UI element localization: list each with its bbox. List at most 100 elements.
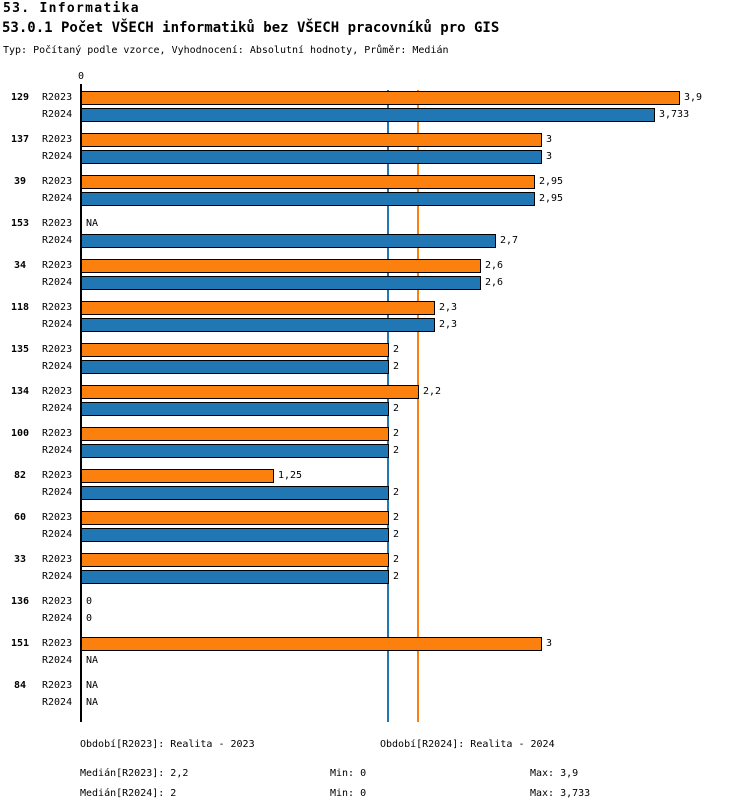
value-label: 3: [546, 134, 553, 145]
value-label: 0: [86, 613, 93, 624]
series-label-r2023: R2023: [42, 512, 73, 523]
bar-r2024: [81, 318, 435, 332]
value-label: 2,95: [539, 193, 564, 204]
series-label-r2023: R2023: [42, 218, 73, 229]
footer-period-r2024: Období[R2024]: Realita - 2024: [380, 739, 555, 750]
series-label-r2024: R2024: [42, 697, 73, 708]
value-label: 2: [393, 361, 400, 372]
chart-subtitle: 53.0.1 Počet VŠECH informatiků bez VŠECH…: [2, 20, 500, 36]
bar-r2023: [81, 469, 274, 483]
series-label-r2023: R2023: [42, 554, 73, 565]
value-label: 2,2: [423, 386, 442, 397]
bar-r2024: [81, 528, 389, 542]
bar-r2023: [81, 637, 542, 651]
value-label: 1,25: [278, 470, 303, 481]
bar-r2024: [81, 486, 389, 500]
footer-max-r2024: Max: 3,733: [530, 788, 591, 799]
series-label-r2024: R2024: [42, 403, 73, 414]
bar-r2024: [81, 108, 655, 122]
series-label-r2023: R2023: [42, 470, 73, 481]
series-label-r2024: R2024: [42, 613, 73, 624]
bar-r2024: [81, 234, 496, 248]
series-label-r2023: R2023: [42, 428, 73, 439]
bar-r2023: [81, 427, 389, 441]
bar-r2024: [81, 360, 389, 374]
value-label: 2: [393, 445, 400, 456]
value-label: NA: [86, 680, 99, 691]
value-label: 2: [393, 571, 400, 582]
series-label-r2024: R2024: [42, 151, 73, 162]
bar-r2024: [81, 150, 542, 164]
series-label-r2024: R2024: [42, 235, 73, 246]
value-label: 2,3: [439, 319, 458, 330]
series-label-r2024: R2024: [42, 193, 73, 204]
category-label: 153: [10, 218, 30, 229]
value-label: 2: [393, 428, 400, 439]
value-label: 2: [393, 554, 400, 565]
value-label: NA: [86, 697, 99, 708]
series-label-r2023: R2023: [42, 680, 73, 691]
bar-r2024: [81, 192, 535, 206]
bar-r2023: [81, 175, 535, 189]
category-label: 82: [13, 470, 27, 481]
footer-period-r2023: Období[R2023]: Realita - 2023: [80, 739, 255, 750]
value-label: 0: [86, 596, 93, 607]
series-label-r2023: R2023: [42, 344, 73, 355]
series-label-r2023: R2023: [42, 92, 73, 103]
category-label: 134: [10, 386, 30, 397]
category-label: 129: [10, 92, 30, 103]
value-label: 2,6: [485, 260, 504, 271]
value-label: 2: [393, 512, 400, 523]
footer-median-r2024: Medián[R2024]: 2: [80, 788, 177, 799]
category-label: 84: [13, 680, 27, 691]
category-label: 137: [10, 134, 30, 145]
category-label: 136: [10, 596, 30, 607]
footer-max-r2023: Max: 3,9: [530, 768, 579, 779]
x-axis-zero-tick-mark: [80, 84, 82, 90]
value-label: 2,6: [485, 277, 504, 288]
bar-r2023: [81, 133, 542, 147]
bar-r2024: [81, 402, 389, 416]
series-label-r2023: R2023: [42, 134, 73, 145]
category-label: 100: [10, 428, 30, 439]
value-label: NA: [86, 655, 99, 666]
x-axis-zero-tick-label: 0: [77, 71, 85, 82]
bar-r2023: [81, 553, 389, 567]
category-label: 151: [10, 638, 30, 649]
category-label: 118: [10, 302, 30, 313]
series-label-r2023: R2023: [42, 596, 73, 607]
value-label: 3: [546, 638, 553, 649]
series-label-r2024: R2024: [42, 277, 73, 288]
category-label: 135: [10, 344, 30, 355]
chart-meta-line: Typ: Počítaný podle vzorce, Vyhodnocení:…: [3, 45, 449, 56]
series-label-r2024: R2024: [42, 361, 73, 372]
bar-r2023: [81, 91, 680, 105]
series-label-r2024: R2024: [42, 109, 73, 120]
bar-r2023: [81, 259, 481, 273]
value-label: 2: [393, 403, 400, 414]
series-label-r2024: R2024: [42, 319, 73, 330]
value-label: 3,733: [659, 109, 690, 120]
bar-r2024: [81, 276, 481, 290]
category-label: 39: [13, 176, 27, 187]
bar-r2023: [81, 385, 419, 399]
value-label: 2,3: [439, 302, 458, 313]
value-label: 3: [546, 151, 553, 162]
series-label-r2023: R2023: [42, 302, 73, 313]
bar-r2024: [81, 570, 389, 584]
bar-r2024: [81, 444, 389, 458]
category-label: 60: [13, 512, 27, 523]
value-label: 2,7: [500, 235, 519, 246]
value-label: 2: [393, 487, 400, 498]
bar-r2023: [81, 511, 389, 525]
series-label-r2023: R2023: [42, 260, 73, 271]
series-label-r2024: R2024: [42, 571, 73, 582]
series-label-r2024: R2024: [42, 487, 73, 498]
median-reference-line-r2023: [417, 90, 420, 722]
category-label: 34: [13, 260, 27, 271]
footer-min-r2023: Min: 0: [330, 768, 367, 779]
series-label-r2023: R2023: [42, 638, 73, 649]
bar-r2023: [81, 343, 389, 357]
